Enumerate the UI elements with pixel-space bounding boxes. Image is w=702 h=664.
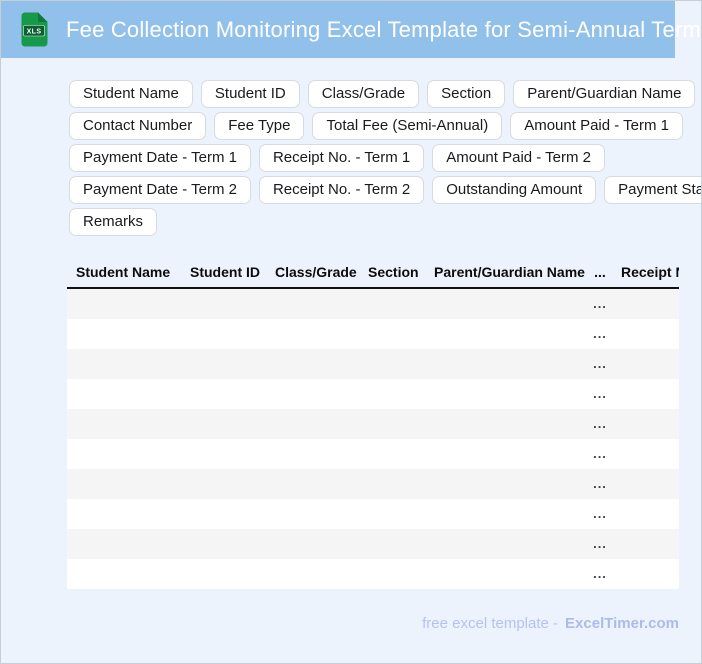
chip-fee-type[interactable]: Fee Type [214,112,305,140]
hidden-columns-ellipsis: ... [593,506,607,521]
chip-payment-date-term-2[interactable]: Payment Date - Term 2 [69,176,251,204]
table-row: ... [67,559,679,589]
hidden-columns-ellipsis: ... [593,446,607,461]
chip-student-name[interactable]: Student Name [69,80,193,108]
chip-section[interactable]: Section [427,80,506,108]
chip-class-grade[interactable]: Class/Grade [307,80,420,108]
chip-row: Student Name Student ID Class/Grade Sect… [69,80,701,108]
column-header-student-name: Student Name [76,264,171,280]
page-title: Fee Collection Monitoring Excel Template… [66,16,701,42]
template-preview-table: Student Name Student ID Class/Grade Sect… [67,259,679,589]
table-row: ... [67,409,679,439]
table-row: ... [67,319,679,349]
footer: free excel template - ExcelTimer.com [67,612,679,636]
column-header-student-id: Student ID [190,264,260,280]
exceltimer-link[interactable]: ExcelTimer.com [565,615,679,632]
chip-payment-status[interactable]: Payment Status [604,176,701,204]
table-header-row: Student Name Student ID Class/Grade Sect… [67,259,679,289]
svg-text:XLS: XLS [27,29,42,36]
chip-student-id[interactable]: Student ID [200,80,300,108]
chip-row: Payment Date - Term 1 Receipt No. - Term… [69,144,701,172]
chip-row: Payment Date - Term 2 Receipt No. - Term… [69,176,701,204]
hidden-columns-ellipsis: ... [593,356,607,371]
hidden-columns-ellipsis: ... [593,386,607,401]
chip-amount-paid-term-2[interactable]: Amount Paid - Term 2 [432,144,606,172]
table-row: ... [67,499,679,529]
chip-remarks[interactable]: Remarks [69,208,158,236]
table-row: ... [67,469,679,499]
column-header-class-grade: Class/Grade [275,264,357,280]
chip-amount-paid-term-1[interactable]: Amount Paid - Term 1 [510,112,684,140]
hidden-columns-ellipsis: ... [593,566,607,581]
hidden-columns-ellipsis: ... [593,326,607,341]
chip-parent-guardian-name[interactable]: Parent/Guardian Name [513,80,696,108]
header-bar: XLS Fee Collection Monitoring Excel Temp… [1,1,701,58]
table-body: ... ... ... ... ... ... ... ... ... ... [67,289,679,589]
chip-receipt-no-term-2[interactable]: Receipt No. - Term 2 [258,176,425,204]
table-row: ... [67,379,679,409]
table-row: ... [67,289,679,319]
column-header-receipt-no-term-1: Receipt No. - Term 1 [621,264,679,280]
chip-row: Contact Number Fee Type Total Fee (Semi-… [69,112,701,140]
chip-row: Remarks [69,208,701,236]
table-row: ... [67,439,679,469]
column-header-section: Section [368,264,419,280]
column-header-ellipsis: ... [594,264,606,280]
field-chip-list: Student Name Student ID Class/Grade Sect… [69,80,701,240]
chip-total-fee-semi-annual[interactable]: Total Fee (Semi-Annual) [312,112,503,140]
hidden-columns-ellipsis: ... [593,296,607,311]
hidden-columns-ellipsis: ... [593,536,607,551]
xls-file-icon: XLS [21,12,48,47]
hidden-columns-ellipsis: ... [593,416,607,431]
chip-contact-number[interactable]: Contact Number [69,112,207,140]
chip-payment-date-term-1[interactable]: Payment Date - Term 1 [69,144,251,172]
hidden-columns-ellipsis: ... [593,476,607,491]
footer-text: free excel template - [422,615,559,632]
table-row: ... [67,529,679,559]
table-row: ... [67,349,679,379]
chip-receipt-no-term-1[interactable]: Receipt No. - Term 1 [258,144,425,172]
chip-outstanding-amount[interactable]: Outstanding Amount [432,176,597,204]
column-header-parent-guardian-name: Parent/Guardian Name [434,264,585,280]
